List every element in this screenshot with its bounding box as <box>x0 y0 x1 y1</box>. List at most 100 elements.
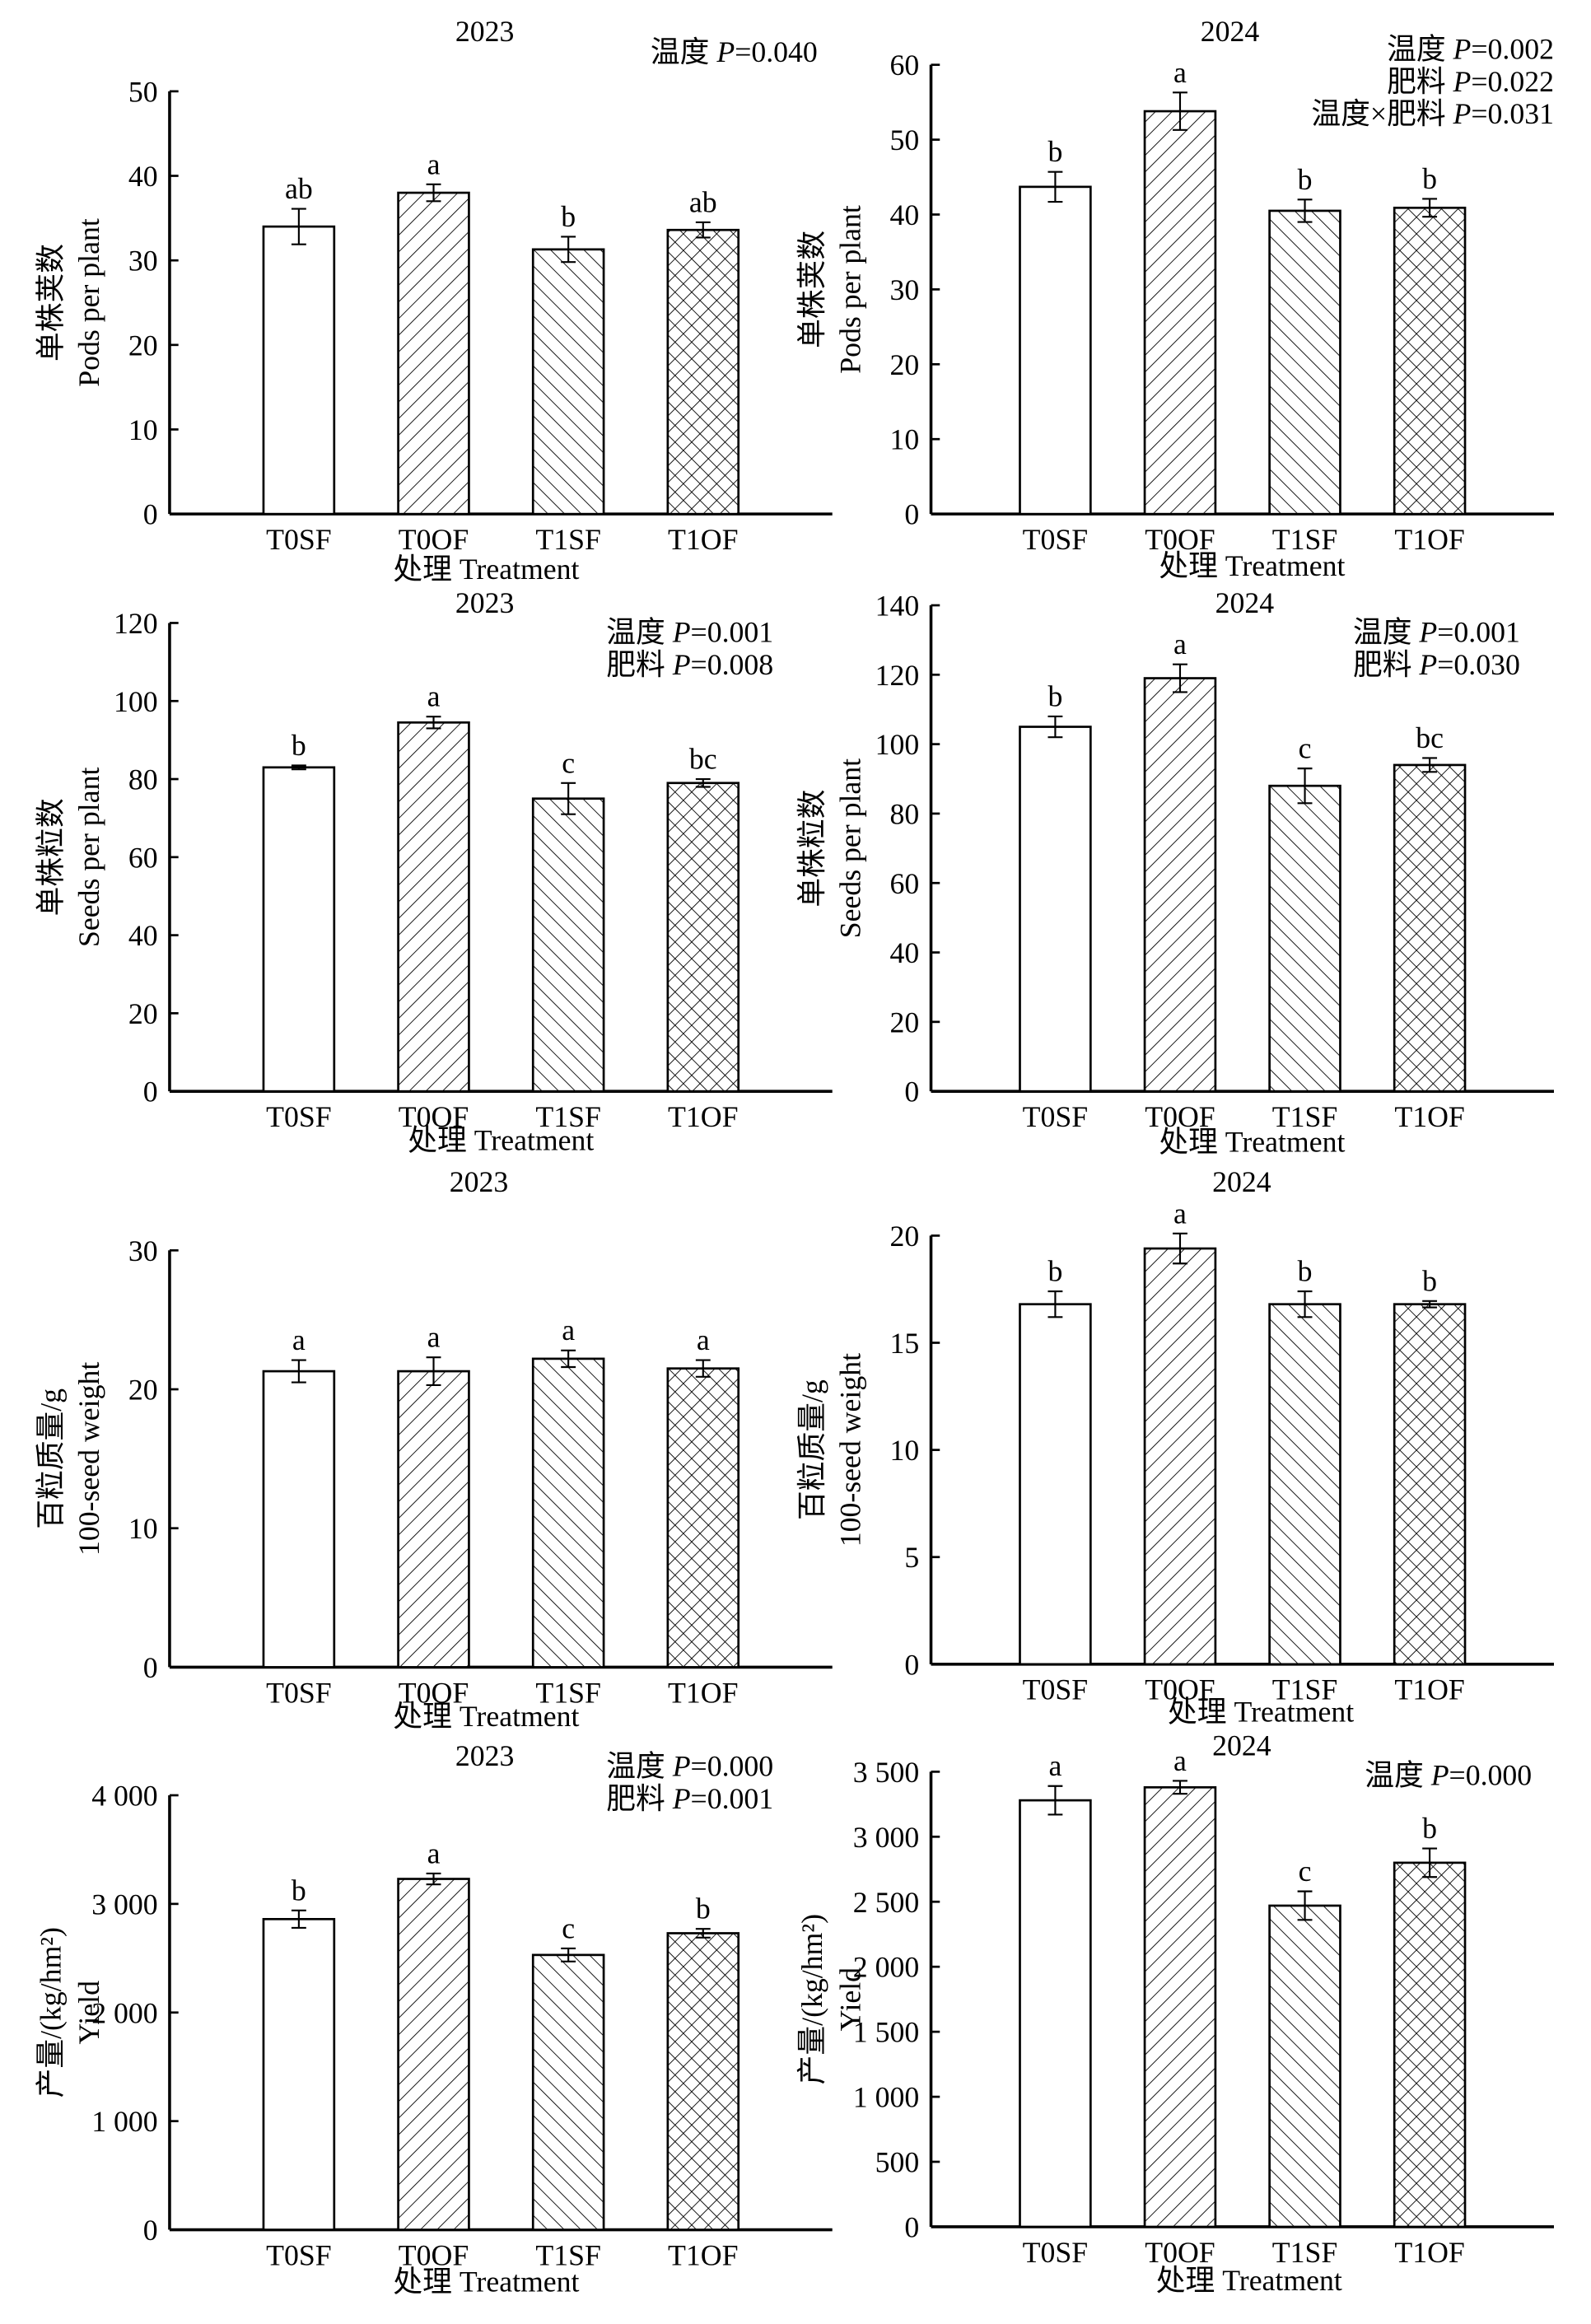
bar-T1OF <box>666 782 740 1093</box>
significance-letter: b <box>1422 1812 1437 1845</box>
p-value-annotation: 温度 P=0.000 <box>606 1750 773 1783</box>
x-tick-label: T1SF <box>1272 1673 1337 1706</box>
x-tick-label: T0OF <box>399 2238 469 2271</box>
factor-name: 肥料 <box>606 648 672 681</box>
bar-T0OF <box>397 1370 470 1668</box>
significance-letter: a <box>697 1323 710 1356</box>
significance-letter: b <box>1298 1255 1313 1288</box>
x-tick-label: T0OF <box>1145 523 1215 556</box>
x-tick-label: T1OF <box>668 1676 738 1709</box>
bar-T1OF <box>666 228 740 516</box>
bar-T0OF <box>1143 1247 1217 1666</box>
y-axis-label: Seeds per plant <box>834 758 867 938</box>
bar-T0OF <box>397 721 470 1093</box>
chart-title: 2024 <box>1212 1165 1271 1198</box>
y-axis-label: Yield <box>834 1967 867 2032</box>
bar-T1SF <box>531 248 605 516</box>
x-tick-label: T1SF <box>1272 2236 1337 2269</box>
p-value-annotation: 温度 P=0.000 <box>1365 1758 1532 1791</box>
factor-name: 温度 <box>1353 616 1419 649</box>
y-tick-label: 30 <box>128 245 158 278</box>
x-tick-label: T0SF <box>266 523 331 556</box>
bar-T0OF <box>1143 110 1217 516</box>
x-axis-label: 处理 Treatment <box>408 1124 594 1157</box>
y-axis-label: 产量/(kg/hm²) <box>796 1914 828 2084</box>
significance-letter: a <box>427 680 441 713</box>
y-tick-label: 100 <box>114 685 158 718</box>
p-value: =0.008 <box>691 648 774 681</box>
x-tick-label: T0OF <box>399 1676 469 1709</box>
significance-letter: bc <box>1416 721 1444 754</box>
significance-letter: ab <box>285 172 313 205</box>
factor-name: 肥料 <box>1353 648 1419 681</box>
y-tick-label: 4 000 <box>91 1780 157 1813</box>
y-axis-label: Pods per plant <box>72 218 105 387</box>
y-tick-label: 20 <box>889 1220 919 1253</box>
p-value-annotation: 温度 P=0.001 <box>606 616 773 649</box>
factor-name: 肥料 <box>1387 65 1453 98</box>
bar-T1OF <box>1393 763 1467 1093</box>
y-axis-label: 单株粒数 <box>35 798 68 916</box>
x-tick-label: T0SF <box>1023 1673 1088 1706</box>
x-axis-label: 处理 Treatment <box>393 1700 579 1733</box>
y-tick-label: 50 <box>889 124 919 156</box>
x-tick-label: T1SF <box>535 1100 600 1133</box>
x-tick-label: T1SF <box>535 523 600 556</box>
p-value: =0.001 <box>691 1782 774 1815</box>
p-value-annotation: 肥料 P=0.022 <box>1387 65 1554 98</box>
x-tick-label: T0OF <box>1145 2236 1215 2269</box>
p-value: =0.000 <box>1449 1758 1533 1791</box>
p-symbol: P <box>1418 616 1437 649</box>
p-value-annotation: 温度 P=0.001 <box>1353 616 1520 649</box>
y-axis-label: 单株粒数 <box>796 790 828 908</box>
y-tick-label: 1 000 <box>853 2081 919 2114</box>
significance-letter: a <box>562 1314 575 1346</box>
chart-title: 2023 <box>455 1739 515 1772</box>
chart-title: 2024 <box>1212 1729 1271 1762</box>
x-tick-label: T0SF <box>1023 2236 1088 2269</box>
y-tick-label: 10 <box>889 1434 919 1467</box>
x-axis-label: 处理 Treatment <box>1156 2264 1342 2297</box>
bar-T0SF <box>1019 1799 1092 2228</box>
chart-panel-2: 0 10 20 30 40 50 60 2024 单株荚数 Pods per plant 处理 Tr… <box>796 15 1554 582</box>
y-axis-label: 百粒质量/g <box>796 1379 828 1520</box>
factor-name: 温度 <box>651 35 716 68</box>
significance-letter: b <box>292 1874 306 1906</box>
bar-T0OF <box>1143 677 1217 1093</box>
factor-name: 温度 <box>1365 1758 1430 1791</box>
significance-letter: a <box>427 147 441 180</box>
y-tick-label: 0 <box>143 1651 158 1684</box>
y-tick-label: 30 <box>889 273 919 306</box>
significance-letter: c <box>1299 732 1312 765</box>
chart-panel-6: 0 5 10 15 20 2024 百粒质量/g 100-seed weight 处理 Trea… <box>796 1165 1554 1729</box>
x-tick-label: T1OF <box>1394 1100 1464 1133</box>
y-tick-label: 0 <box>143 498 158 531</box>
x-axis-label: 处理 Treatment <box>1159 1125 1345 1158</box>
bar-T0SF <box>262 1370 336 1668</box>
p-value: =0.001 <box>691 616 774 649</box>
factor-name: 温度 <box>606 616 672 649</box>
p-value-annotation: 肥料 P=0.008 <box>606 648 773 681</box>
bar-T1SF <box>531 1953 605 2231</box>
y-tick-label: 60 <box>889 49 919 82</box>
p-value-annotation: 肥料 P=0.030 <box>1353 648 1520 681</box>
chart-title: 2024 <box>1215 586 1275 619</box>
significance-letter: a <box>292 1323 306 1356</box>
significance-letter: b <box>292 729 306 762</box>
y-axis-label: 单株荚数 <box>35 244 68 362</box>
y-tick-label: 20 <box>128 329 158 362</box>
bar-T0SF <box>262 225 336 516</box>
x-axis-label: 处理 Treatment <box>393 553 579 586</box>
y-tick-label: 0 <box>904 1076 919 1108</box>
y-tick-label: 3 000 <box>853 1821 919 1854</box>
x-tick-label: T0SF <box>266 1100 331 1133</box>
significance-letter: a <box>1173 1197 1187 1230</box>
x-axis-label: 处理 Treatment <box>393 2266 579 2298</box>
p-value: =0.030 <box>1437 648 1520 681</box>
y-axis-label: 产量/(kg/hm²) <box>35 1927 68 2098</box>
y-tick-label: 10 <box>889 423 919 456</box>
x-tick-label: T0SF <box>266 2238 331 2271</box>
